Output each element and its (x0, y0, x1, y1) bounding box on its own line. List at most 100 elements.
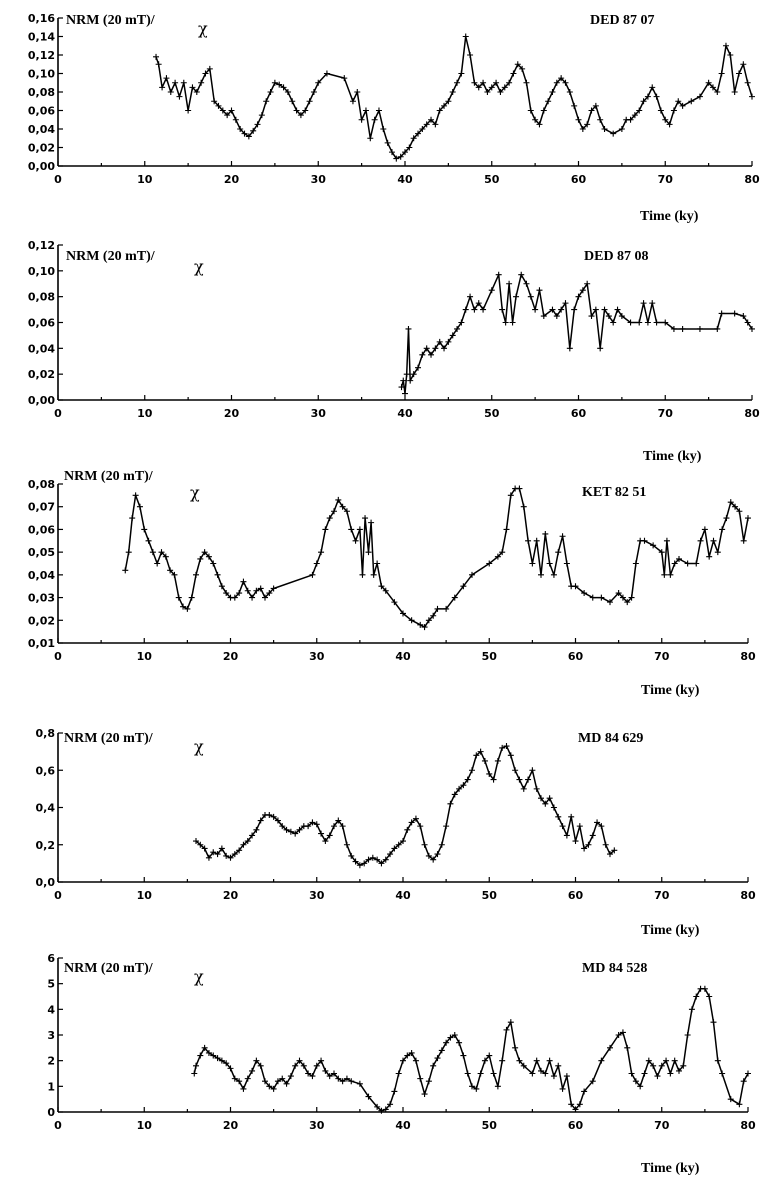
data-point (514, 61, 521, 68)
y-tick-label: 0,0 (36, 876, 56, 889)
data-point (499, 306, 506, 313)
data-point (240, 1085, 247, 1092)
x-axis-label: Time (ky) (643, 449, 702, 464)
data-point (671, 1057, 678, 1064)
data-point (488, 287, 495, 294)
data-point (292, 1062, 299, 1069)
data-point (447, 800, 454, 807)
data-point (300, 1062, 307, 1069)
data-point (627, 319, 634, 326)
data-point (563, 560, 570, 567)
data-point (266, 811, 273, 818)
data-point (335, 496, 342, 503)
data-point (289, 98, 296, 105)
data-point (258, 112, 265, 119)
data-point (201, 845, 208, 852)
data-point (236, 590, 243, 597)
data-point (382, 1106, 389, 1113)
data-point (215, 102, 222, 109)
x-tick-label: 60 (571, 173, 587, 186)
data-point (122, 567, 129, 574)
x-tick-label: 30 (309, 889, 325, 902)
data-point (615, 1032, 622, 1038)
data-point (244, 587, 251, 594)
data-point (380, 126, 387, 132)
data-point (155, 61, 162, 68)
chart-panel-4: NRM (20 mT)/ χ MD 84 629 Time (ky) 0 10 20… (36, 727, 756, 938)
data-point (231, 851, 238, 858)
data-point (503, 1026, 510, 1033)
x-tick-label: 30 (311, 173, 327, 186)
x-tick-label: 10 (137, 407, 153, 420)
y-tick-label: 0,03 (28, 592, 55, 605)
data-point (549, 89, 556, 95)
data-point (249, 1067, 256, 1074)
x-tick-label: 10 (137, 173, 153, 186)
data-point (714, 325, 721, 332)
y-tick-label: 0,16 (28, 12, 55, 25)
data-point (499, 744, 506, 751)
data-point (736, 508, 743, 515)
data-point (240, 578, 247, 585)
y-tick-label: 0 (47, 1106, 55, 1119)
x-tick-label: 20 (223, 889, 239, 902)
data-point (210, 560, 217, 567)
data-point (740, 313, 747, 320)
data-point (533, 537, 540, 544)
data-point (550, 1073, 557, 1080)
data-point (484, 89, 491, 95)
data-point (365, 856, 372, 863)
series-line (193, 988, 749, 1112)
data-point (666, 121, 673, 128)
data-point (581, 590, 588, 597)
data-point (736, 1101, 743, 1108)
data-point (249, 832, 256, 839)
data-point (395, 1070, 402, 1077)
data-point (618, 313, 625, 320)
data-point (740, 61, 747, 68)
data-point (404, 826, 411, 833)
x-tick-label: 60 (568, 1119, 584, 1132)
data-point (506, 280, 513, 287)
data-point (454, 325, 461, 332)
data-point (709, 84, 716, 91)
data-point (175, 594, 182, 601)
data-point (572, 583, 579, 590)
data-point (499, 1057, 506, 1064)
data-point (471, 79, 478, 86)
data-point (671, 560, 678, 567)
data-point (714, 549, 721, 556)
data-point (378, 1107, 385, 1114)
data-point (640, 300, 647, 307)
x-tick-label: 60 (571, 407, 587, 420)
data-point (475, 300, 482, 307)
data-point (572, 838, 579, 845)
x-tick-label: 80 (744, 173, 760, 186)
data-point (326, 1073, 333, 1080)
data-point (193, 1062, 199, 1069)
data-point (280, 84, 287, 91)
data-point (532, 306, 539, 313)
data-point (696, 93, 703, 100)
data-point (188, 594, 195, 601)
data-point (262, 1078, 268, 1085)
data-point (696, 325, 703, 332)
data-point (223, 590, 230, 597)
data-point (460, 583, 467, 590)
data-point (361, 860, 368, 867)
chart-panel-2: NRM (20 mT)/ χ DED 87 08 Time (ky) 0 10 20… (28, 239, 760, 464)
chart-panel-3: NRM (20 mT)/ χ KET 82 51 Time (ky) 0 10 20… (28, 469, 756, 698)
data-point (434, 605, 441, 612)
data-point (378, 583, 385, 590)
data-point (369, 854, 376, 861)
data-point (201, 549, 208, 556)
data-point (271, 79, 278, 86)
data-point (287, 828, 294, 835)
data-point (228, 107, 235, 114)
data-point (425, 1078, 432, 1085)
data-point (506, 79, 513, 86)
series-line (155, 35, 753, 160)
data-point (395, 841, 402, 848)
data-point (162, 553, 169, 560)
data-point (236, 847, 243, 854)
